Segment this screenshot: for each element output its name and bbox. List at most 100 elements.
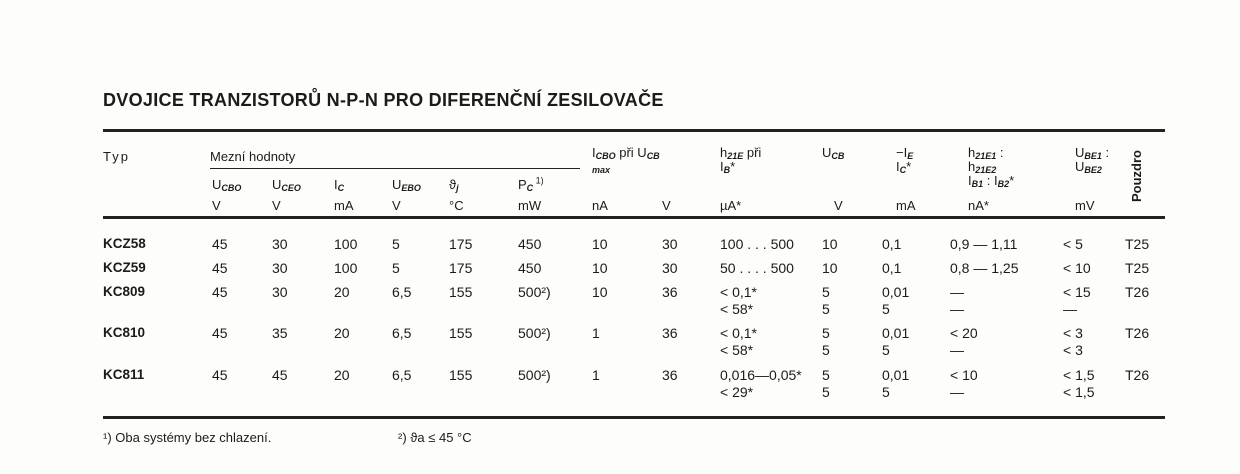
- page-title: DVOJICE TRANZISTORŮ N-P-N PRO DIFERENČNÍ…: [103, 90, 664, 110]
- table-cell: 36: [662, 367, 678, 383]
- table-cell: 30: [662, 236, 678, 252]
- table-cell: 6,5: [392, 367, 412, 383]
- table-cell: 155: [449, 284, 473, 300]
- table-cell: 155: [449, 325, 473, 341]
- column-unit: nA: [592, 198, 608, 213]
- table-cell: 5: [882, 384, 890, 400]
- table-cell: T26: [1125, 367, 1150, 383]
- table-cell: 35: [272, 325, 288, 341]
- column-header: ICBO při UCB max: [592, 145, 660, 175]
- table-cell: —: [950, 342, 964, 358]
- table-cell: 5: [392, 260, 400, 276]
- row-type-kcz59: KCZ59: [103, 260, 146, 275]
- table-cell: T25: [1125, 236, 1150, 252]
- table-cell: 5: [822, 284, 830, 300]
- table-cell: 175: [449, 236, 473, 252]
- table-cell: —: [950, 301, 964, 317]
- table-cell: 50 . . . . 500: [720, 260, 794, 276]
- row-type-kc810: KC810: [103, 325, 146, 340]
- table-cell: 155: [449, 367, 473, 383]
- table-cell: 10: [592, 260, 608, 276]
- column-header: PC 1): [518, 175, 544, 193]
- table-cell: —: [1063, 301, 1077, 317]
- table-cell: 0,1: [882, 236, 902, 252]
- table-cell: < 15: [1063, 284, 1091, 300]
- table-cell: T26: [1125, 284, 1150, 300]
- table-cell: 45: [272, 367, 288, 383]
- table-cell: < 58*: [720, 342, 754, 358]
- table-cell: 5: [822, 301, 830, 317]
- table-cell: 0,01: [882, 367, 910, 383]
- table-cell: 100 . . . 500: [720, 236, 794, 252]
- table-cell: 0,01: [882, 284, 910, 300]
- table-cell: 30: [272, 260, 288, 276]
- column-header: UCBO: [212, 177, 242, 193]
- column-unit: V: [834, 198, 843, 213]
- column-unit: V: [212, 198, 221, 213]
- column-header: −IE IC*: [896, 145, 914, 175]
- table-cell: < 1,5: [1063, 384, 1095, 400]
- table-cell: 10: [822, 260, 838, 276]
- table-cell: 10: [592, 236, 608, 252]
- table-cell: 36: [662, 325, 678, 341]
- table-cell: 30: [662, 260, 678, 276]
- column-unit: nA*: [968, 198, 989, 213]
- row-type-kc811: KC811: [103, 367, 145, 382]
- column-unit: µA*: [720, 198, 742, 213]
- table-cell: 1: [592, 367, 600, 383]
- footnote-1: ¹) Oba systémy bez chlazení.: [103, 430, 272, 445]
- column-header: h21E1 : h21E2 IB1 : IB2*: [968, 145, 1015, 189]
- table-cell: 36: [662, 284, 678, 300]
- table-cell: 6,5: [392, 284, 412, 300]
- header-pouzdro: Pouzdro: [1129, 150, 1144, 202]
- table-cell: 100: [334, 236, 358, 252]
- table-cell: —: [950, 384, 964, 400]
- table-cell: < 1,5: [1063, 367, 1095, 383]
- table-cell: 0,01: [882, 325, 910, 341]
- header-mezni-hodnoty: Mezní hodnoty: [210, 149, 296, 164]
- table-cell: 500²): [518, 284, 551, 300]
- table-cell: T26: [1125, 325, 1150, 341]
- table-cell: < 58*: [720, 301, 754, 317]
- table-cell: 500²): [518, 367, 551, 383]
- table-cell: 0,9 — 1,11: [950, 236, 1018, 252]
- header-typ: Typ: [103, 149, 130, 164]
- row-type-kcz58: KCZ58: [103, 236, 146, 251]
- table-cell: 10: [592, 284, 608, 300]
- column-header: IC: [334, 177, 345, 193]
- table-cell: 0,8 — 1,25: [950, 260, 1019, 276]
- table-cell: 175: [449, 260, 473, 276]
- column-unit: V: [662, 198, 671, 213]
- table-cell: —: [950, 284, 964, 300]
- table-cell: 450: [518, 236, 542, 252]
- column-unit: mA: [334, 198, 354, 213]
- table-cell: 45: [212, 236, 228, 252]
- table-cell: 45: [212, 284, 228, 300]
- table-cell: 5: [822, 342, 830, 358]
- table-cell: 0,1: [882, 260, 902, 276]
- table-cell: < 0,1*: [720, 325, 757, 341]
- row-type-kc809: KC809: [103, 284, 146, 299]
- table-cell: 20: [334, 325, 350, 341]
- column-unit: V: [272, 198, 281, 213]
- table-cell: 5: [882, 342, 890, 358]
- column-unit: V: [392, 198, 401, 213]
- table-cell: 45: [212, 367, 228, 383]
- column-header: UCB: [822, 145, 845, 161]
- table-cell: T25: [1125, 260, 1150, 276]
- column-header: UBE1 : UBE2: [1075, 145, 1110, 175]
- column-unit: mW: [518, 198, 542, 213]
- column-unit: mA: [896, 198, 916, 213]
- table-cell: 500²): [518, 325, 551, 341]
- table-cell: < 10: [1063, 260, 1091, 276]
- table-cell: 5: [822, 367, 830, 383]
- table-cell: 10: [822, 236, 838, 252]
- table-cell: 5: [822, 384, 830, 400]
- column-header: ϑj: [449, 177, 459, 193]
- table-cell: < 5: [1063, 236, 1083, 252]
- table-cell: < 3: [1063, 325, 1083, 341]
- table-cell: 45: [212, 325, 228, 341]
- column-unit: °C: [449, 198, 464, 213]
- bottom-rule: [103, 416, 1165, 419]
- top-rule: [103, 129, 1165, 132]
